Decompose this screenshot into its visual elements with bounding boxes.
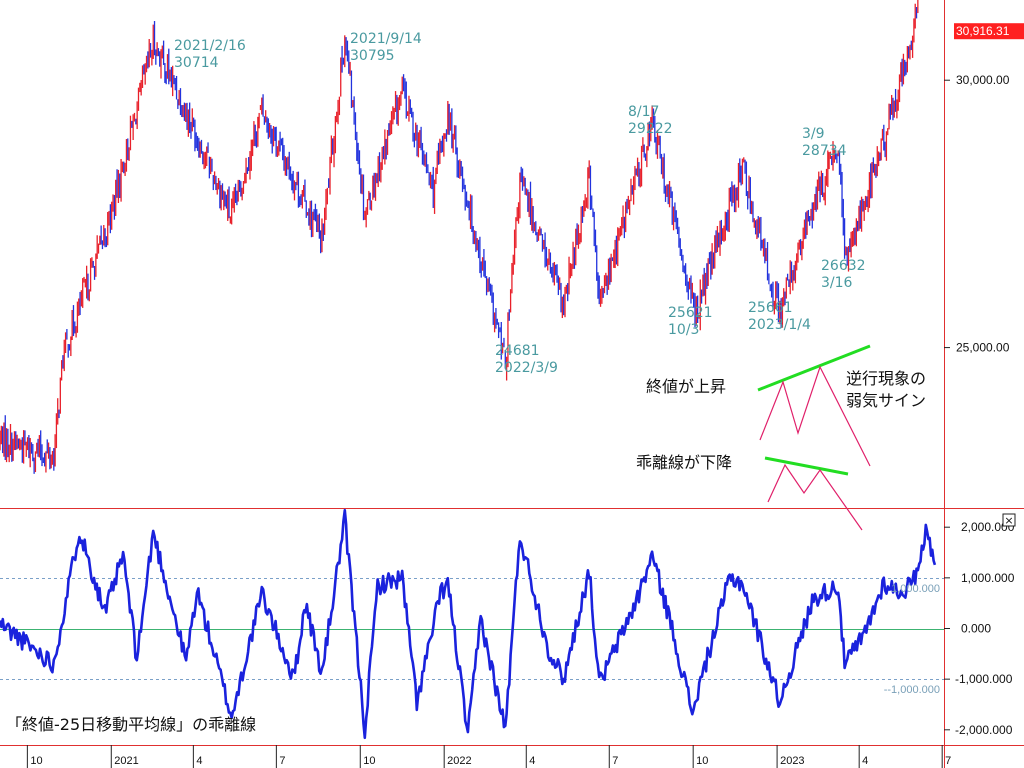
annotation-label: 8/17 [628, 104, 659, 120]
price-tick-label: 25,000.00 [956, 341, 1010, 355]
annotation-label: 3/16 [821, 275, 853, 291]
deviation-tick-label: 2,000.000 [961, 520, 1015, 534]
x-tick-label: 7 [945, 755, 951, 767]
x-tick-label: 4 [529, 755, 535, 767]
deviation-line [0, 508, 937, 740]
annotation-label: 26632 [821, 258, 866, 274]
last-value-label: 30,916.31 [956, 24, 1010, 38]
deviation-title: 「終値-25日移動平均線」の乖離線 [6, 715, 256, 734]
reference-label: --1,000.000 [884, 684, 940, 696]
annotation-label: 25621 [668, 305, 713, 321]
annotation-label: 2021/9/14 [350, 31, 422, 47]
annotation-label: 24681 [495, 343, 540, 359]
annotation-label: 25661 [748, 300, 793, 316]
x-tick-label: 7 [612, 755, 618, 767]
last-value-badge [954, 23, 1024, 40]
close-glyph[interactable]: × [1004, 514, 1013, 527]
x-tick-label: 4 [196, 755, 202, 767]
x-tick-label: 4 [862, 755, 868, 767]
rising-trend-line [757, 344, 871, 392]
deviation-series [0, 508, 937, 740]
deviation-tick-label: -1,000.000 [955, 672, 1013, 686]
x-tick-label: 7 [279, 755, 285, 767]
annotation-label: 2021/2/16 [174, 38, 246, 54]
price-tick-label: 30,000.00 [956, 73, 1010, 87]
falling-trend-line [764, 456, 849, 476]
note-close-rising: 終値が上昇 [646, 377, 726, 396]
note-weak-sign-2: 弱気サイン [846, 391, 926, 410]
annotation-label: 30795 [350, 48, 395, 64]
deviation-tick-label: -2,000.000 [955, 723, 1013, 737]
annotation-label: 28734 [802, 143, 847, 159]
reference-label: 1,000.000 [891, 583, 940, 595]
deviation-tick-label: 1,000.000 [961, 571, 1015, 585]
zigzag-deviation [767, 463, 863, 531]
close-button[interactable]: × [1002, 513, 1016, 527]
x-tick-label: 10 [30, 755, 42, 767]
zigzag-price [759, 365, 871, 467]
note-weak-sign-1: 逆行現象の [846, 369, 926, 388]
x-tick-label: 2022 [447, 755, 471, 767]
x-tick-label: 2023 [780, 755, 804, 767]
close-icon[interactable] [1002, 513, 1016, 527]
x-tick-label: 10 [696, 755, 708, 767]
annotation-label: 29222 [628, 121, 673, 137]
x-tick-label: 2021 [114, 755, 138, 767]
x-tick-label: 10 [363, 755, 375, 767]
deviation-tick-label: 0.000 [961, 622, 991, 636]
note-deviation-falling: 乖離線が下降 [636, 453, 732, 472]
annotation-label: 2023/1/4 [748, 317, 811, 333]
annotation-label: 3/9 [802, 126, 825, 142]
annotation-label: 10/3 [668, 322, 699, 338]
annotation-label: 2022/3/9 [495, 360, 558, 376]
axes: 30,000.00 25,000.00 30,916.31 2,000.000 1,00… [26, 23, 1024, 768]
candlestick-series [0, 0, 919, 474]
annotation-label: 30714 [174, 55, 219, 71]
